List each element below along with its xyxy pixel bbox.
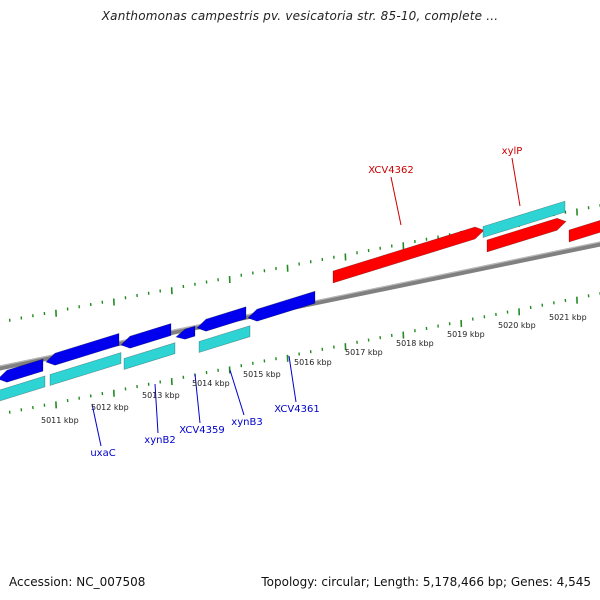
gene-label[interactable]: XCV4361 xyxy=(274,404,319,415)
reverse-cds-xynb2[interactable] xyxy=(49,352,122,386)
reverse-gene-xynb3[interactable] xyxy=(196,306,247,332)
tick-label: 5016 kbp xyxy=(294,358,332,367)
forward-gene-xylp[interactable] xyxy=(486,217,567,253)
label-leader-line xyxy=(511,157,521,207)
forward-gene-next[interactable] xyxy=(568,220,600,243)
reverse-gene-xynb2[interactable] xyxy=(45,332,120,366)
gene-label[interactable]: xynB2 xyxy=(144,435,175,446)
genome-summary: Topology: circular; Length: 5,178,466 bp… xyxy=(261,575,591,589)
forward-cds-xylp[interactable] xyxy=(482,200,566,238)
gene-label[interactable]: uxaC xyxy=(90,448,115,459)
tick-label: 5017 kbp xyxy=(345,348,383,357)
reverse-cds-uxac[interactable] xyxy=(0,375,46,402)
reverse-gene-small[interactable] xyxy=(175,325,196,340)
reverse-gene-uxac[interactable] xyxy=(0,358,44,383)
labels: 5011 kbp 5012 kbp 5013 kbp 5014 kbp 5015 kbp… xyxy=(41,146,587,459)
gene-label[interactable]: xylP xyxy=(502,146,523,157)
map-title: Xanthomonas campestris pv. vesicatoria s… xyxy=(101,9,499,23)
label-leader-line xyxy=(154,383,159,434)
gene-label[interactable]: XCV4362 xyxy=(368,165,413,176)
gene-label[interactable]: XCV4359 xyxy=(179,425,224,436)
label-leader-line xyxy=(229,369,245,416)
forward-gene-xcv4362[interactable] xyxy=(332,226,485,284)
tick-label: 5011 kbp xyxy=(41,416,79,425)
accession-label: Accession: NC_007508 xyxy=(9,575,146,589)
gene-label[interactable]: xynB3 xyxy=(231,417,262,428)
label-leader-line xyxy=(390,176,402,226)
inner-tick-ring xyxy=(8,292,600,414)
label-leader-line xyxy=(194,373,201,424)
tick-label: 5014 kbp xyxy=(192,379,230,388)
tick-label: 5020 kbp xyxy=(498,321,536,330)
tick-label: 5013 kbp xyxy=(142,391,180,400)
tick-label: 5018 kbp xyxy=(396,339,434,348)
tick-label: 5019 kbp xyxy=(447,330,485,339)
tick-label: 5012 kbp xyxy=(91,403,129,412)
reverse-cds-xynb3[interactable] xyxy=(198,325,251,353)
reverse-gene-xcv4361[interactable] xyxy=(247,290,316,322)
tick-label: 5021 kbp xyxy=(549,313,587,322)
tick-label: 5015 kbp xyxy=(243,370,281,379)
feature-tracks[interactable] xyxy=(0,200,600,402)
reverse-cds-xcv4359[interactable] xyxy=(123,342,176,370)
label-leaders xyxy=(91,157,521,447)
label-leader-line xyxy=(288,355,297,403)
label-leader-line xyxy=(91,403,102,447)
reverse-gene-xcv4359[interactable] xyxy=(120,323,172,349)
